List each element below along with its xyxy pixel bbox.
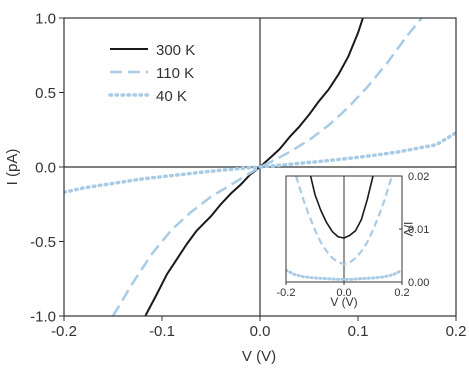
main-x-tick-label: -0.2 bbox=[51, 323, 77, 340]
inset-series-curve-1 bbox=[309, 176, 374, 239]
legend-label-40k: 40 K bbox=[156, 88, 187, 105]
main-x-axis-label: V (V) bbox=[242, 348, 276, 365]
inset-y-axis-label: I/V bbox=[401, 222, 415, 237]
inset-series-curve-2 bbox=[295, 176, 393, 266]
main-y-tick-label: 1.0 bbox=[35, 10, 56, 27]
inset-x-tick-label: 0.2 bbox=[394, 287, 409, 299]
inset-x-tick-label: 0.0 bbox=[336, 287, 351, 299]
main-x-tick-label: 0.0 bbox=[250, 323, 271, 340]
legend-label-300k: 300 K bbox=[156, 42, 195, 59]
main-x-tick-label: 0.2 bbox=[446, 323, 467, 340]
main-y-tick-label: -1.0 bbox=[30, 308, 56, 325]
inset-series-curve-3 bbox=[286, 268, 402, 281]
main-series-110k bbox=[111, 18, 423, 316]
legend: 300 K 110 K 40 K bbox=[108, 42, 195, 105]
main-plot: -0.2 -0.1 0.0 0.1 0.2 -1.0 -0.5 0.0 0.5 1.0 V (V)… bbox=[4, 10, 466, 365]
main-series-40k bbox=[64, 130, 456, 195]
main-x-tick-label: -0.1 bbox=[149, 323, 175, 340]
legend-label-110k: 110 K bbox=[156, 65, 194, 82]
inset-x-axis-label: V (V) bbox=[330, 295, 357, 309]
main-y-tick-label: 0.5 bbox=[35, 85, 56, 102]
main-y-tick-label: -0.5 bbox=[30, 234, 56, 251]
main-x-tick-label: 0.1 bbox=[348, 323, 369, 340]
inset-y-tick-label: 0.02 bbox=[408, 171, 429, 183]
inset-x-tick-label: -0.2 bbox=[277, 287, 296, 299]
inset-y-tick-label: 0.00 bbox=[408, 277, 429, 289]
main-y-tick-label: 0.0 bbox=[35, 159, 56, 176]
main-y-axis-label: I (pA) bbox=[4, 149, 21, 186]
inset-plot: -0.2 0.0 0.20.00 0.01 0.02 V (V) I/V bbox=[277, 171, 430, 309]
inset-y-tick-label: 0.01 bbox=[408, 224, 429, 236]
